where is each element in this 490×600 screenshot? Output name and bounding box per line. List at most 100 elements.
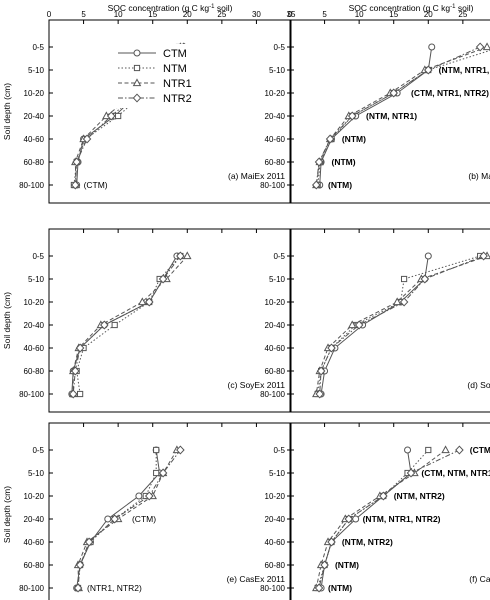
point-ntr1 (138, 297, 147, 306)
top-axis-label-right-sup: -1 (450, 4, 456, 10)
point-ntm (153, 469, 160, 477)
y-tick-label: 40-60 (265, 135, 286, 144)
y-tick-label: 0-5 (32, 252, 44, 261)
point-ntr2 (73, 583, 83, 593)
y-tick-label: 60-80 (265, 367, 286, 376)
x-tick-label: 20 (424, 10, 433, 19)
point-ntr2 (82, 134, 92, 144)
y-tick-label: 40-60 (24, 344, 45, 353)
top-axis-label-main: SOC concentration (g C kg (108, 3, 210, 13)
point-ntr2 (327, 343, 336, 353)
y-tick-label: 60-80 (265, 561, 286, 570)
point-ntr2 (399, 297, 409, 307)
annotation: (NTM, NTR1, NTR2) (363, 514, 441, 524)
point-ntr2 (158, 468, 168, 478)
y-tick-label: 80-100 (19, 181, 44, 190)
point-ctm (404, 446, 412, 454)
plot-frame (289, 228, 490, 413)
plot-frame (48, 422, 292, 600)
top-axis-label-sup: -1 (209, 4, 215, 10)
point-ntr2 (84, 537, 94, 547)
annotation: (CTM, NTM, NTR1, NTR2) (470, 445, 490, 455)
y-tick-label: 40-60 (265, 538, 286, 547)
point-ctm (424, 252, 432, 260)
point-ntm (77, 390, 84, 398)
point-ntr2 (311, 180, 321, 190)
top-axis-label-right-main: SOC concentration (g C kg (349, 3, 451, 13)
annotation: (NTM, NTR1, NTR2) (439, 65, 490, 75)
point-ntr2 (455, 445, 464, 455)
x-tick-label: 35 (287, 10, 296, 19)
panel-label: (b) MaiEx 2021 (468, 171, 490, 181)
point-ctm (104, 515, 112, 523)
legend-marker-triangle (132, 78, 142, 87)
y-tick-label: 0-5 (32, 446, 44, 455)
y-tick-label: 20-40 (24, 515, 45, 524)
legend-marker-circle (133, 49, 141, 57)
point-ntr2 (314, 583, 324, 593)
annotation: (CTM) (84, 180, 108, 190)
point-ntr2 (100, 320, 109, 330)
legend-label-ntr2: NTR2 (163, 93, 192, 105)
series-line-ntr1 (72, 255, 188, 394)
point-ntm (425, 446, 432, 454)
point-ntr1 (183, 251, 192, 260)
y-tick-label: 80-100 (19, 390, 44, 399)
point-ntr2 (344, 514, 354, 524)
y-tick-label: 10-20 (265, 89, 286, 98)
point-ntr2 (389, 88, 399, 98)
y-tick-label: 60-80 (24, 561, 45, 570)
x-tick-label: 0 (288, 10, 293, 19)
panel-b: 051015202530350-55-1010-2020-4040-6060-8… (260, 10, 490, 204)
point-ntr2 (423, 65, 433, 75)
point-ntr2 (347, 111, 357, 121)
legend-marker-diamond (132, 93, 142, 103)
annotation: (NTM, NTR1) (366, 111, 417, 121)
top-axis-label-end: soil) (214, 3, 232, 13)
y-tick-label: 60-80 (265, 158, 286, 167)
point-ntm (111, 321, 118, 329)
annotation: (NTM) (331, 157, 355, 167)
plot-frame (289, 19, 490, 204)
y-axis-label: Soil depth (cm) (2, 83, 12, 140)
y-tick-label: 10-20 (265, 492, 286, 501)
point-ntr2 (315, 389, 325, 399)
plot-frame (48, 228, 292, 413)
y-tick-label: 5-10 (28, 469, 45, 478)
point-ntr2 (72, 157, 81, 167)
point-ctm (428, 43, 436, 51)
top-axis-label: SOC concentration (g C kg-1 soil) (108, 3, 233, 13)
point-ntr2 (320, 560, 329, 570)
point-ntr2 (144, 491, 154, 501)
point-ntr2 (110, 514, 119, 524)
plot-frame (48, 19, 292, 204)
point-ntr2 (316, 366, 326, 376)
top-axis-label-right: SOC concentration (g C kg-1 soil) (349, 3, 474, 13)
y-tick-label: 10-20 (265, 298, 286, 307)
point-ntr1 (347, 320, 357, 329)
point-ctm (352, 515, 360, 523)
point-ntr1 (482, 42, 490, 51)
point-ntr2 (68, 389, 78, 399)
y-tick-label: 80-100 (260, 584, 285, 593)
point-ntr2 (75, 343, 85, 353)
point-ntm (153, 446, 160, 454)
x-tick-label: 25 (217, 10, 226, 19)
panel-label: (d) SoyEx 2021 (467, 380, 490, 390)
y-tick-label: 40-60 (265, 344, 286, 353)
point-ntr2 (379, 491, 388, 501)
x-tick-label: 30 (252, 10, 261, 19)
point-ntr2 (327, 537, 336, 547)
x-tick-label: 10 (114, 10, 123, 19)
y-axis-label: Soil depth (cm) (2, 292, 12, 349)
y-tick-label: 80-100 (260, 390, 285, 399)
point-ntm (400, 275, 408, 283)
annotation: (NTM, NTR2) (394, 491, 445, 501)
y-tick-label: 10-20 (24, 298, 45, 307)
point-ntr1 (392, 297, 402, 306)
x-tick-label: 20 (183, 10, 192, 19)
point-ctm (135, 492, 143, 500)
annotation: (NTM) (328, 583, 352, 593)
